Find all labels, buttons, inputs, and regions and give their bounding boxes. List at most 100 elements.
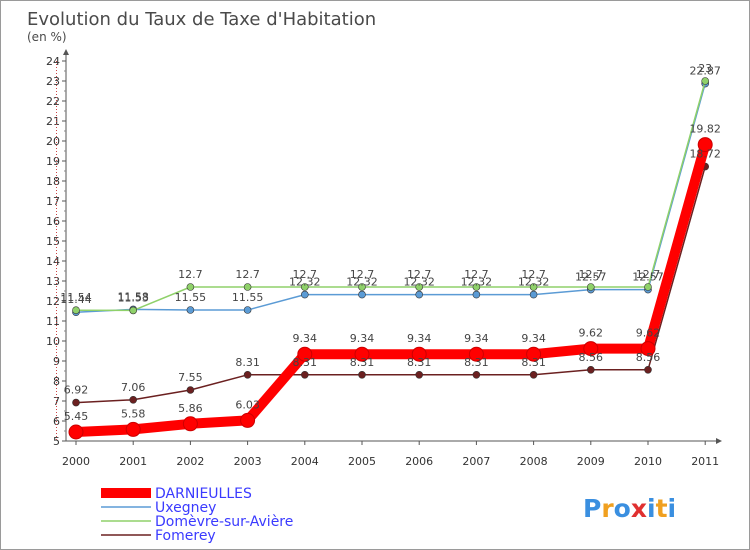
y-axis-dot [56,253,57,254]
data-point [186,306,195,314]
x-tick-label: 2007 [462,455,490,468]
y-axis-dot [56,127,57,128]
y-axis-dot [56,232,57,233]
data-point [297,346,313,362]
data-label: 12.7 [235,268,260,281]
y-axis-dot [56,274,57,275]
y-axis-dot [56,292,57,293]
data-point [415,283,424,291]
y-tick-label: 5 [53,435,60,448]
y-axis-dot [56,283,57,284]
y-axis-dot [56,226,57,227]
data-label: 8.31 [235,356,260,369]
y-axis-dot [56,340,57,341]
data-point [358,290,366,299]
data-point [300,283,309,291]
y-axis-dot [56,259,57,260]
legend-label: Fomerey [155,528,216,544]
x-tick-label: 2006 [405,455,433,468]
data-point [243,283,252,291]
y-axis-dot [56,343,57,344]
y-axis-dot [56,115,57,116]
y-axis-dot [56,103,57,104]
y-axis-dot [56,235,57,236]
y-axis-dot [56,403,57,404]
y-axis-dot [56,217,57,218]
logo-letter: r [601,494,614,523]
y-tick-label: 13 [46,275,60,288]
data-point [300,290,309,299]
data-point [72,398,80,407]
y-axis-dot [56,229,57,230]
y-axis-dot [56,271,57,272]
chart-title: Evolution du Taux de Taxe d'Habitation [27,9,376,30]
y-axis-dot [56,238,57,239]
data-label: 9.34 [293,332,318,345]
y-axis-dot [56,160,57,161]
y-axis-dot [56,202,57,203]
y-axis-dot [56,268,57,269]
y-axis-dot [56,64,57,65]
data-label: 11.55 [232,291,264,304]
data-point [472,290,481,299]
y-axis-dot [56,412,57,413]
y-axis-dot [56,379,57,380]
y-axis-dot [56,250,57,251]
data-label: 8.31 [293,356,318,369]
y-axis-dot [56,70,57,71]
y-axis-dot [56,241,57,242]
y-axis-dot [56,94,57,95]
data-label: 22.87 [689,65,721,78]
y-tick-label: 22 [46,95,60,108]
data-point [697,137,713,153]
y-axis-dot [56,418,57,419]
y-axis-dot [56,322,57,323]
y-axis-dot [56,385,57,386]
y-axis-dot [56,409,57,410]
y-axis-dot [56,388,57,389]
y-axis-dot [56,181,57,182]
data-label: 5.45 [64,410,89,423]
data-label: 9.34 [407,332,432,345]
y-tick-label: 21 [46,115,60,128]
y-axis-dot [56,184,57,185]
y-axis-dot [56,121,57,122]
legend: DARNIEULLESUxegneyDomèvre-sur-AvièreFome… [101,486,293,544]
data-point [644,365,652,374]
y-axis-dot [56,352,57,353]
x-tick-label: 2008 [520,455,548,468]
y-axis-dot [56,97,57,98]
data-point [300,370,309,379]
x-tick-label: 2000 [62,455,90,468]
data-label: 11.55 [175,291,207,304]
y-axis-dot [56,277,57,278]
y-axis-dot [56,433,57,434]
y-axis-dot [56,214,57,215]
y-axis-dot [56,310,57,311]
data-label: 19.82 [689,123,721,136]
logo-letter: i [668,494,677,523]
logo-letter: x [631,494,647,523]
data-point [243,306,252,314]
data-label: 9.62 [636,327,661,340]
y-axis-dot [56,364,57,365]
data-label: 12.32 [346,276,378,289]
y-axis-dot [56,262,57,263]
y-axis-dot [56,301,57,302]
logo-letter: o [614,494,631,523]
series-layer [68,77,713,440]
data-label: 11.54 [60,291,92,304]
y-axis-dot [56,163,57,164]
data-label: 11.53 [117,291,149,304]
y-axis-dot [56,211,57,212]
x-tick-label: 2003 [234,455,262,468]
logo-letter: t [656,494,668,523]
y-axis-dot [56,169,57,170]
y-axis-dot [56,436,57,437]
series-line-darnieulles [71,139,711,437]
y-axis-dot [56,361,57,362]
y-axis-dot [56,244,57,245]
series-line-uxegney [75,82,706,313]
